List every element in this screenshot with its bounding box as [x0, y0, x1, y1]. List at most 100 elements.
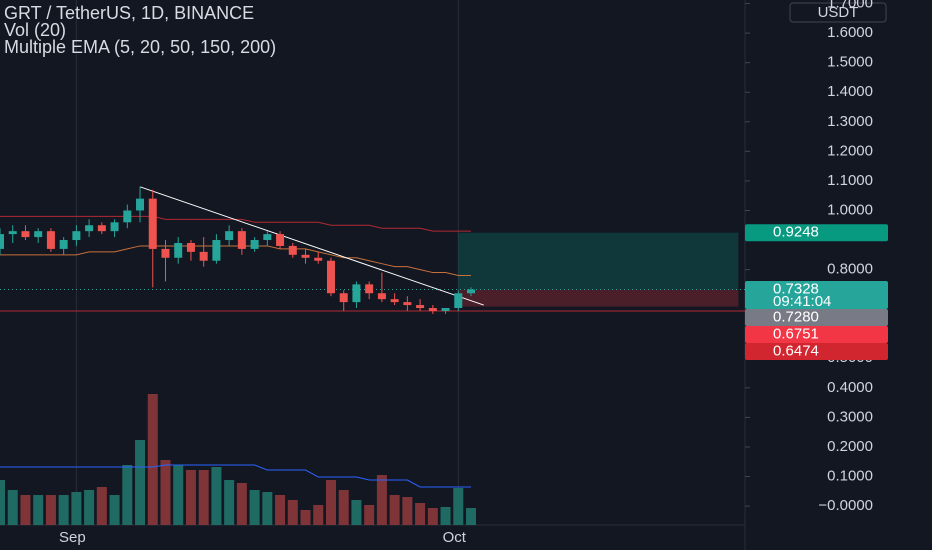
candle-body [46, 231, 55, 249]
volume-bar [96, 487, 107, 525]
volume-bar [325, 480, 336, 525]
y-tick-label: 0.1000 [827, 467, 873, 484]
candle-body [326, 260, 335, 294]
price-label-box [745, 308, 888, 326]
currency-button[interactable] [789, 2, 887, 23]
price-label: 0.9248 [773, 224, 819, 241]
volume-bar [427, 508, 438, 525]
price-label: 0.6751 [773, 325, 819, 342]
y-tick-label: 1.6000 [827, 24, 873, 41]
indicator-label: Vol (20) [4, 20, 66, 40]
volume-bar [0, 480, 5, 525]
candle-body [390, 299, 399, 303]
volume-bar [351, 500, 362, 525]
volume-bar [275, 495, 286, 525]
candle-body [148, 198, 157, 249]
candle-body [377, 293, 386, 300]
volume-bar [71, 492, 82, 525]
price-label-box [745, 224, 888, 242]
candle-body [199, 251, 208, 261]
candle-body [97, 225, 106, 232]
price-label: 0.7280 [773, 308, 819, 325]
candle-body [416, 305, 425, 309]
volume-bar [173, 465, 184, 525]
candle-body [85, 225, 94, 232]
volume-bar [198, 470, 209, 525]
volume-ma-line [0, 464, 472, 488]
volume-bar [224, 480, 235, 525]
y-tick-label: 1.1000 [827, 172, 873, 189]
y-tick-label: 1.2000 [827, 142, 873, 159]
y-tick-label: 1.3000 [827, 113, 873, 130]
volume-bar [45, 495, 56, 525]
candle-body [454, 293, 463, 309]
candle-body [72, 231, 81, 241]
volume-bar [122, 465, 133, 525]
candle-body [365, 284, 374, 294]
price-label-box [745, 280, 888, 309]
candle-body [339, 293, 348, 303]
ema-line [0, 245, 472, 277]
candle-body [34, 231, 43, 238]
volume-bar [236, 483, 247, 525]
volume-bar [262, 492, 273, 525]
candle-body [0, 234, 4, 249]
candle-body [174, 242, 183, 258]
candle-body [352, 284, 361, 303]
volume-bar [300, 510, 311, 525]
volume-bar [109, 495, 120, 525]
volume-bar [402, 497, 413, 525]
volume-bar [389, 495, 400, 525]
candle-body [136, 198, 145, 211]
volume-bar [249, 490, 260, 525]
y-tick-label: 1.0000 [827, 201, 873, 218]
candle-body [161, 248, 170, 258]
volume-bar [7, 490, 18, 525]
volume-bar [466, 508, 477, 525]
volume-bar [440, 507, 451, 525]
volume-bar [185, 470, 196, 525]
volume-bar [415, 503, 426, 525]
price-label: 0.6474 [773, 342, 819, 359]
volume-bar [376, 475, 387, 525]
candle-body [59, 240, 68, 249]
candle-body [314, 257, 323, 261]
volume-bar [364, 505, 375, 525]
currency-label[interactable]: USDT [818, 4, 859, 21]
candle-body [301, 254, 310, 258]
volume-bar [135, 440, 146, 525]
y-tick-label: 0.4000 [827, 379, 873, 396]
price-label-box [745, 325, 888, 343]
y-tick-label: −0.0000 [818, 497, 873, 514]
candle-body [263, 234, 272, 241]
position-stop-zone [458, 289, 739, 307]
y-tick-label: 0.8000 [827, 261, 873, 278]
candle-body [186, 242, 195, 252]
y-tick-label: 1.4000 [827, 83, 873, 100]
volume-bar [84, 490, 95, 525]
candle-body [21, 231, 30, 238]
y-tick-label: 1.7000 [827, 0, 873, 12]
x-tick-label: Sep [59, 529, 86, 546]
volume-bar [313, 505, 324, 525]
candle-body [276, 234, 285, 246]
y-tick-label: 1.5000 [827, 54, 873, 71]
candle-body [467, 289, 476, 294]
candle-body [212, 240, 221, 261]
volume-bar [20, 495, 31, 525]
volume-bar [287, 500, 298, 525]
indicator-label: Multiple EMA (5, 20, 50, 150, 200) [4, 37, 276, 57]
candle-body [8, 231, 17, 235]
candle-body [237, 231, 246, 249]
volume-bar [211, 467, 222, 525]
candle-body [225, 231, 234, 241]
candle-body [428, 308, 437, 311]
volume-bar [160, 460, 171, 525]
trendline [139, 186, 484, 306]
volume-bar [338, 490, 349, 525]
candle-body [123, 210, 132, 223]
y-tick-label: 0.2000 [827, 438, 873, 455]
volume-bar [58, 495, 69, 525]
price-label: 0.7328 [773, 280, 819, 297]
x-tick-label: Oct [443, 529, 467, 546]
